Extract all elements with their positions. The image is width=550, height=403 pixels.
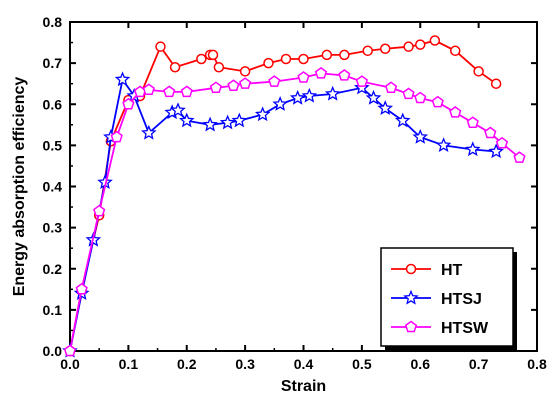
- x-tick-label: 0.1: [119, 356, 139, 372]
- data-point-htsw: [513, 151, 526, 163]
- legend-marker-ht: [405, 263, 417, 275]
- data-point-htsw: [338, 69, 351, 81]
- data-point-htsj: [488, 143, 504, 159]
- x-tick-label: 0.5: [352, 356, 372, 372]
- data-point-ht: [196, 53, 207, 65]
- x-tick-label: 0.3: [235, 356, 255, 372]
- data-point-htsj: [412, 128, 429, 144]
- data-point-htsj: [231, 112, 248, 128]
- y-tick-label: 0.4: [43, 179, 63, 195]
- legend-label-htsw: HTSW: [441, 320, 489, 337]
- x-tick-label: 0.6: [411, 356, 431, 372]
- data-point-htsj: [114, 71, 131, 87]
- data-point-ht: [450, 45, 461, 57]
- data-point-htsj: [178, 112, 195, 128]
- legend-box: [380, 247, 514, 347]
- data-point-htsj: [141, 124, 157, 140]
- data-point-htsj: [365, 89, 382, 105]
- y-tick-label: 0.3: [43, 220, 63, 236]
- data-point-ht: [490, 78, 502, 89]
- y-tick-label: 0.1: [43, 302, 63, 318]
- x-tick-label: 0.0: [60, 356, 80, 372]
- series-layer: [62, 35, 526, 358]
- data-point-ht: [362, 45, 373, 57]
- data-point-htsw: [402, 87, 415, 100]
- legend-marker-htsw: [404, 320, 418, 333]
- data-point-htsw: [239, 77, 252, 89]
- y-tick-label: 0.5: [43, 137, 63, 153]
- data-point-htsj: [394, 112, 411, 128]
- data-point-ht: [213, 61, 225, 73]
- legend-marker-htsj: [403, 289, 419, 305]
- data-point-htsw: [414, 91, 427, 104]
- data-point-htsj: [377, 100, 394, 115]
- data-point-htsj: [324, 85, 341, 101]
- data-point-htsw: [227, 79, 240, 91]
- data-point-htsw: [314, 66, 328, 79]
- data-point-ht: [169, 61, 181, 73]
- data-point-htsw: [75, 282, 88, 295]
- data-point-ht: [429, 35, 441, 46]
- data-point-ht: [379, 43, 391, 54]
- x-tick-label: 0.7: [469, 356, 489, 372]
- data-point-htsw: [268, 75, 281, 87]
- legend-label-ht: HT: [441, 262, 463, 279]
- x-tick-label: 0.8: [527, 356, 547, 372]
- data-point-htsj: [289, 89, 306, 105]
- y-axis-title: Energy absorption efficiency: [11, 77, 28, 297]
- data-point-htsw: [209, 81, 223, 93]
- data-point-htsw: [484, 126, 497, 139]
- data-point-htsw: [93, 204, 106, 217]
- data-point-ht: [321, 49, 333, 61]
- data-point-htsj: [202, 116, 218, 132]
- data-point-htsw: [297, 71, 310, 83]
- data-point-ht: [403, 41, 414, 52]
- data-point-ht: [415, 39, 426, 50]
- data-point-htsj: [254, 106, 271, 122]
- data-point-htsj: [219, 114, 236, 130]
- x-axis-title: Strain: [281, 378, 326, 395]
- data-point-htsj: [272, 96, 288, 111]
- x-tick-label: 0.4: [294, 356, 314, 372]
- data-point-ht: [339, 49, 350, 61]
- series-htsw: [63, 66, 526, 357]
- data-point-ht: [298, 53, 309, 65]
- y-tick-label: 0.6: [43, 96, 63, 112]
- data-point-ht: [207, 49, 219, 61]
- data-point-htsj: [354, 79, 370, 95]
- y-tick-label: 0.2: [43, 261, 63, 277]
- data-point-htsw: [495, 136, 509, 149]
- tick-labels: 0.0 0.1 0.2 0.3 0.4 0.5 0.6 0.7 0.8 0.0 0.1 0.2 0.3 0…: [43, 14, 547, 372]
- data-point-htsw: [142, 83, 155, 96]
- data-point-htsj: [435, 137, 452, 152]
- y-tick-label: 0.7: [43, 55, 63, 71]
- y-tick-label: 0.0: [43, 343, 63, 359]
- data-point-htsw: [110, 130, 123, 143]
- data-point-htsw: [180, 85, 193, 98]
- data-point-ht: [473, 66, 484, 77]
- y-tick-label: 0.8: [43, 14, 63, 30]
- data-point-htsw: [431, 95, 444, 108]
- data-point-htsw: [355, 75, 368, 87]
- data-point-htsw: [163, 85, 176, 98]
- data-point-htsw: [449, 106, 462, 118]
- data-point-htsw: [384, 81, 398, 93]
- data-point-ht: [280, 53, 292, 65]
- data-point-htsj: [170, 102, 186, 118]
- data-point-ht: [239, 66, 251, 77]
- data-point-htsj: [465, 141, 481, 157]
- data-point-htsw: [122, 97, 135, 110]
- legend: HT HTSJ HTSW: [380, 247, 517, 350]
- data-point-htsj: [301, 87, 318, 103]
- x-tick-label: 0.2: [177, 356, 197, 372]
- legend-label-htsj: HTSJ: [441, 291, 482, 308]
- data-point-ht: [155, 41, 166, 52]
- data-point-htsw: [63, 344, 77, 357]
- data-point-ht: [263, 57, 274, 69]
- data-point-htsw: [466, 116, 479, 128]
